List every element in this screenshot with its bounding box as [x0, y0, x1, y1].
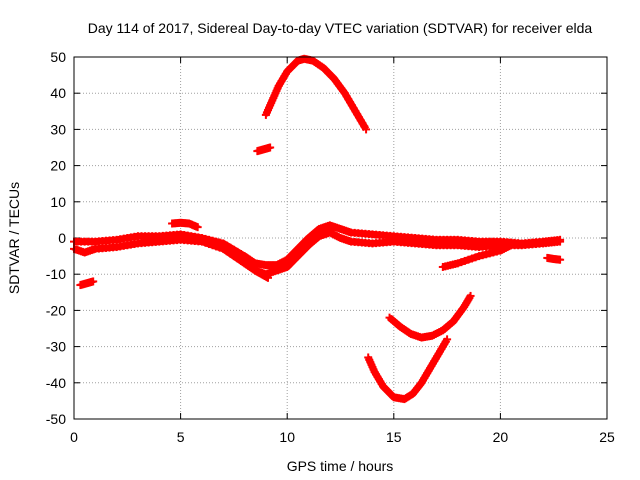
series-low-segment [438, 241, 516, 271]
y-tick-label: 50 [50, 49, 66, 65]
data-point [264, 273, 273, 282]
data-point [362, 125, 371, 134]
series-band [262, 55, 370, 132]
x-tick-label: 25 [599, 429, 615, 445]
data-point [507, 241, 516, 250]
x-tick-label: 20 [493, 429, 509, 445]
x-tick-label: 5 [177, 429, 185, 445]
data-point [443, 335, 452, 344]
series-small-left [76, 277, 98, 290]
data-point [89, 277, 98, 286]
y-tick-label: 0 [58, 230, 66, 246]
chart-title: Day 114 of 2017, Sidereal Day-to-day VTE… [88, 20, 593, 36]
x-axis-title: GPS time / hours [287, 458, 394, 474]
y-tick-label: -50 [46, 411, 66, 427]
x-tick-label: 0 [70, 429, 78, 445]
series-arc-top [261, 54, 371, 134]
x-tick-label: 15 [386, 429, 402, 445]
data-point [193, 223, 202, 232]
data-point [556, 237, 565, 246]
data-point [556, 255, 565, 264]
x-tick-label: 10 [279, 429, 295, 445]
plot-frame [73, 56, 608, 420]
y-axis-title: SDTVAR / TECUs [6, 182, 22, 294]
y-tick-label: -40 [46, 375, 66, 391]
series-bump-5h [168, 218, 202, 232]
series-band [365, 337, 451, 403]
y-tick-label: 20 [50, 158, 66, 174]
y-tick-label: 40 [50, 85, 66, 101]
series-main-band-lower [70, 228, 565, 279]
series-cluster-24 [253, 143, 275, 156]
y-tick-label: -10 [46, 266, 66, 282]
data-point [466, 291, 475, 300]
series-arc-mid [385, 291, 475, 342]
y-tick-label: -20 [46, 302, 66, 318]
series-drop-9h [251, 266, 273, 282]
data-layer [70, 54, 565, 404]
y-tick-label: 30 [50, 121, 66, 137]
series-main-band-upper [70, 221, 565, 270]
y-tick-label: -30 [46, 339, 66, 355]
series-tail-22h [543, 253, 565, 264]
series-arc-bottom [364, 335, 452, 404]
grid-layer [74, 57, 607, 419]
data-point [266, 143, 275, 152]
y-tick-label: 10 [50, 194, 66, 210]
